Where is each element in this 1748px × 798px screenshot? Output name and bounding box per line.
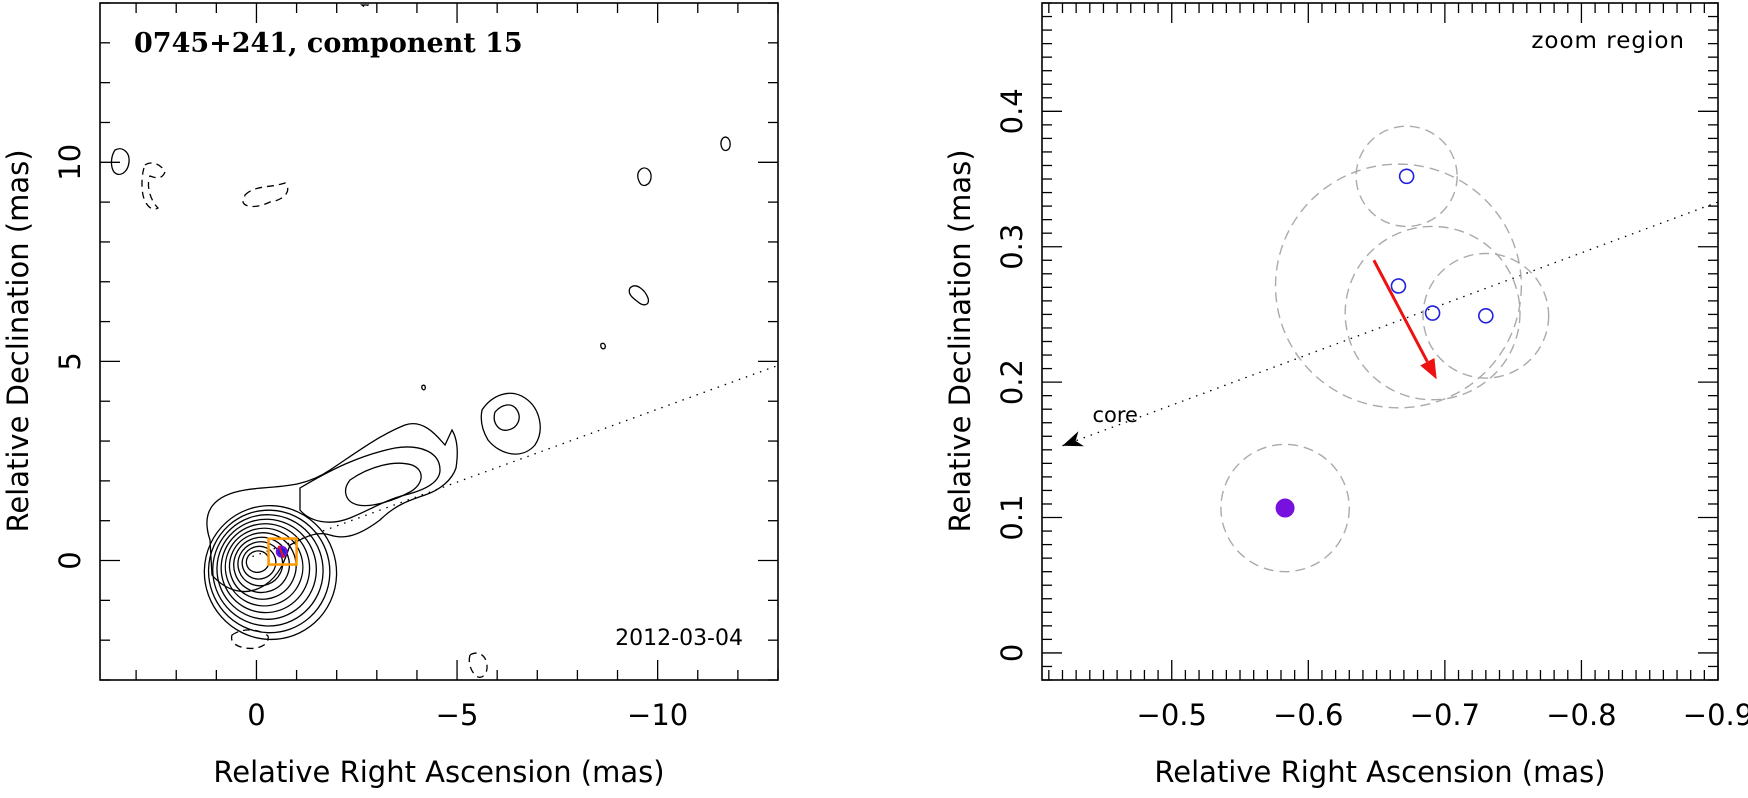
jet-direction-line xyxy=(252,364,779,558)
right-plot-frame xyxy=(1041,2,1719,681)
core-contour xyxy=(203,504,338,641)
blob-pos-c xyxy=(637,167,652,187)
right-plot-area xyxy=(1062,125,1718,573)
left-x-tick-label: −5 xyxy=(436,698,479,732)
left-ticks xyxy=(100,2,779,681)
right-x-tick-label: −0.6 xyxy=(1273,698,1343,732)
component-point xyxy=(1398,168,1415,185)
core-contour xyxy=(216,518,317,620)
error-circle xyxy=(1344,225,1521,401)
left-x-axis-label: Relative Right Ascension (mas) xyxy=(213,755,664,789)
core-contour xyxy=(241,545,277,580)
component-arrow xyxy=(277,545,285,559)
core-label: core xyxy=(1092,403,1138,427)
component-point-filled xyxy=(1275,498,1295,518)
jet-contour-2 xyxy=(299,446,441,523)
velocity-arrow-head xyxy=(1420,357,1437,380)
knot-contour-2 xyxy=(493,404,520,431)
component-markers xyxy=(1275,168,1494,518)
zoom-box xyxy=(267,537,298,566)
jet-contour-outer xyxy=(206,422,458,593)
velocity-arrow xyxy=(1372,259,1429,363)
left-x-tick-label: 0 xyxy=(247,698,265,732)
left-panel: 0 −5 −10 0 5 10 0745+241, component 15 2012-0… xyxy=(1,2,779,789)
core-contour xyxy=(212,514,324,627)
left-y-tick-label: 0 xyxy=(53,551,87,569)
right-y-tick-label: 0.1 xyxy=(995,494,1029,540)
right-x-tick-label: −0.5 xyxy=(1137,698,1207,732)
left-y-tick-label: 10 xyxy=(53,144,87,181)
jet-contours xyxy=(110,136,731,593)
right-y-tick-label: 0.2 xyxy=(995,359,1029,405)
core-contour xyxy=(233,536,290,594)
right-y-tick-label: 0.4 xyxy=(995,88,1029,134)
knot-contour-1 xyxy=(480,392,541,455)
component-point xyxy=(1390,278,1407,294)
right-x-axis-label: Relative Right Ascension (mas) xyxy=(1154,755,1605,789)
left-x-tick-label: −10 xyxy=(627,698,688,732)
right-panel: −0.5 −0.6 −0.7 −0.8 −0.9 0 0.1 0.2 0.3 0.4 core z… xyxy=(943,2,1748,789)
error-circle xyxy=(1220,443,1350,573)
component-point xyxy=(1478,307,1494,324)
left-y-axis-label: Relative Declination (mas) xyxy=(1,149,35,532)
core-direction-line xyxy=(1062,201,1718,447)
component-point xyxy=(1424,305,1441,321)
core-contour xyxy=(207,509,331,634)
left-contours xyxy=(110,4,731,678)
right-y-axis-label: Relative Declination (mas) xyxy=(943,149,977,532)
error-circle xyxy=(1274,163,1523,409)
right-title: zoom region xyxy=(1531,28,1685,54)
core-contour xyxy=(224,527,304,607)
right-tick-labels: −0.5 −0.6 −0.7 −0.8 −0.9 0 0.1 0.2 0.3 0.4 xyxy=(995,88,1748,732)
left-y-tick-label: 5 xyxy=(53,352,87,370)
right-y-tick-label: 0 xyxy=(995,644,1029,662)
right-x-tick-label: −0.7 xyxy=(1410,698,1480,732)
error-circle xyxy=(1422,252,1550,379)
left-tick-labels: 0 −5 −10 0 5 10 xyxy=(53,144,688,732)
date-annotation: 2012-03-04 xyxy=(615,626,743,651)
blob-pos-b xyxy=(720,136,731,152)
right-x-tick-label: −0.9 xyxy=(1683,698,1748,732)
error-circles xyxy=(1220,125,1550,573)
blob-pos-e xyxy=(600,342,606,350)
core-arrow-head xyxy=(1062,431,1085,447)
jet-contour-3 xyxy=(344,462,422,507)
core-contour xyxy=(220,523,311,614)
blob-10-0 xyxy=(110,148,130,176)
left-plot-frame xyxy=(99,2,779,681)
right-ticks xyxy=(1042,2,1719,681)
negative-contours xyxy=(141,4,488,678)
left-title: 0745+241, component 15 xyxy=(134,28,523,59)
right-y-tick-label: 0.3 xyxy=(995,224,1029,270)
core-contour xyxy=(228,532,297,600)
blob-pos-f xyxy=(421,384,426,391)
right-x-tick-label: −0.8 xyxy=(1546,698,1616,732)
blob-pos-d xyxy=(628,285,650,306)
error-circle xyxy=(1355,125,1458,228)
core-contours xyxy=(203,504,338,641)
